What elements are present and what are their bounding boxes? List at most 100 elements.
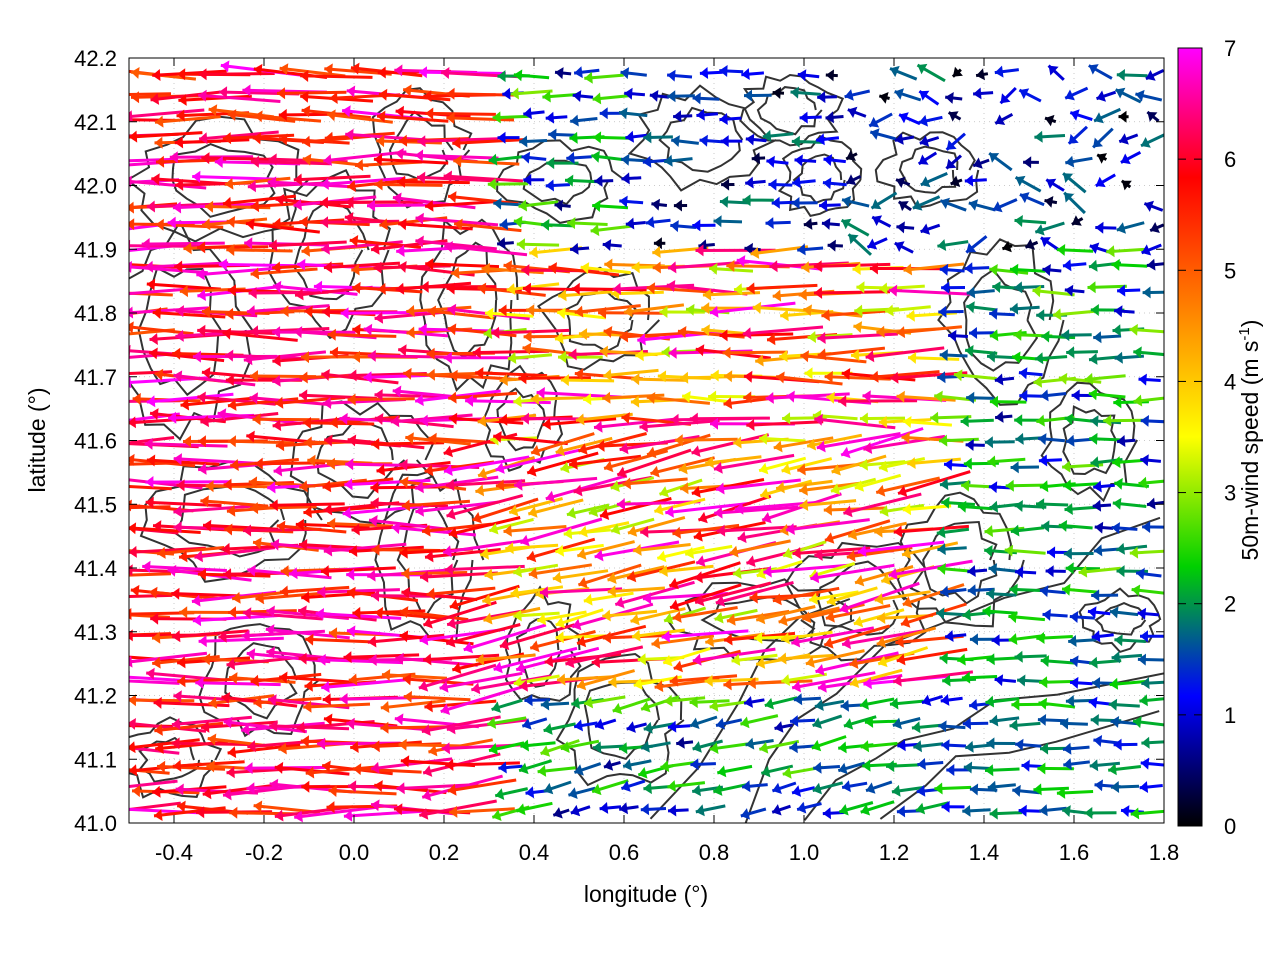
wind-arrow-head bbox=[695, 244, 704, 257]
wind-arrow-head bbox=[699, 134, 708, 147]
wind-arrow-head bbox=[824, 637, 834, 649]
wind-arrow-shaft bbox=[769, 261, 849, 269]
wind-arrow-head bbox=[167, 564, 177, 577]
wind-arrow-shaft bbox=[472, 497, 539, 522]
wind-arrow bbox=[799, 481, 860, 496]
wind-arrow-head bbox=[427, 305, 437, 318]
wind-arrow bbox=[837, 761, 866, 775]
wind-arrow-head bbox=[643, 782, 652, 795]
wind-arrow bbox=[751, 152, 766, 165]
wind-arrow-head bbox=[1063, 173, 1074, 183]
wind-arrow-head bbox=[670, 220, 679, 233]
wind-arrow-head bbox=[513, 216, 523, 228]
wind-arrow-shaft bbox=[583, 591, 634, 603]
wind-arrow-head bbox=[765, 217, 774, 229]
wind-arrow bbox=[859, 458, 906, 471]
wind-arrow bbox=[764, 696, 798, 710]
wind-arrow bbox=[989, 714, 1020, 727]
wind-arrow-head bbox=[965, 345, 974, 357]
wind-arrow-shaft bbox=[253, 114, 322, 123]
wind-arrow-head bbox=[772, 804, 782, 816]
wind-arrow bbox=[1111, 651, 1143, 664]
wind-arrow-head bbox=[352, 763, 362, 776]
wind-arrow-head bbox=[418, 680, 429, 692]
wind-arrow bbox=[1113, 305, 1135, 318]
wind-arrow-shaft bbox=[853, 608, 905, 626]
wind-arrow-head bbox=[646, 282, 656, 295]
wind-arrow bbox=[774, 721, 793, 733]
wind-arrow-shaft bbox=[129, 746, 180, 755]
wind-arrow-head bbox=[667, 69, 676, 82]
wind-arrow bbox=[805, 649, 865, 668]
wind-arrow bbox=[879, 282, 925, 295]
wind-arrow-head bbox=[444, 563, 453, 576]
wind-arrow-head bbox=[1089, 432, 1098, 445]
wind-arrow-head bbox=[419, 808, 429, 820]
wind-arrow bbox=[745, 737, 774, 750]
wind-arrow-head bbox=[851, 349, 860, 361]
wind-arrow-head bbox=[768, 178, 777, 191]
wind-arrow-head bbox=[557, 673, 566, 686]
wind-arrow bbox=[543, 780, 572, 795]
wind-arrow-head bbox=[799, 483, 808, 496]
wind-arrow-head bbox=[392, 192, 402, 205]
wind-arrow bbox=[840, 218, 870, 237]
wind-arrow-shaft bbox=[129, 436, 175, 445]
wind-arrow-shaft bbox=[154, 721, 224, 733]
wind-arrow-head bbox=[859, 412, 868, 425]
wind-arrow-head bbox=[881, 573, 891, 585]
wind-arrow-head bbox=[177, 68, 186, 81]
wind-arrow bbox=[129, 655, 180, 663]
wind-arrow-head bbox=[1116, 565, 1125, 578]
wind-arrow bbox=[250, 155, 331, 168]
x-tick-label: 0.6 bbox=[609, 840, 640, 865]
wind-arrow-head bbox=[701, 302, 710, 315]
wind-arrow-head bbox=[293, 173, 302, 186]
wind-arrow-head bbox=[268, 694, 277, 707]
wind-arrow-head bbox=[322, 760, 331, 773]
wind-arrow-head bbox=[762, 129, 772, 142]
wind-arrow-head bbox=[810, 571, 820, 584]
wind-arrow-shaft bbox=[195, 681, 281, 687]
wind-arrow bbox=[590, 224, 632, 237]
wind-arrow-head bbox=[439, 680, 449, 693]
wind-arrow-head bbox=[1140, 757, 1150, 770]
wind-arrow bbox=[826, 586, 878, 607]
wind-arrow-head bbox=[225, 349, 234, 362]
wind-arrow-shaft bbox=[713, 453, 795, 471]
wind-arrow bbox=[992, 198, 1018, 213]
wind-arrow bbox=[171, 629, 249, 643]
wind-arrow bbox=[1005, 479, 1045, 492]
wind-arrow-head bbox=[197, 568, 207, 581]
wind-arrow-shaft bbox=[857, 540, 945, 554]
wind-arrow-head bbox=[298, 605, 307, 618]
wind-arrow-shaft bbox=[803, 307, 863, 318]
wind-arrow bbox=[792, 546, 871, 559]
wind-arrow-head bbox=[637, 653, 646, 666]
wind-arrow-head bbox=[842, 780, 851, 793]
wind-arrow-head bbox=[635, 349, 644, 362]
wind-arrow bbox=[1146, 110, 1160, 123]
wind-arrow-shaft bbox=[672, 523, 740, 536]
wind-arrow-shaft bbox=[129, 801, 181, 812]
wind-arrow-head bbox=[1131, 584, 1141, 597]
wind-arrow bbox=[321, 678, 408, 693]
wind-arrow-head bbox=[724, 633, 733, 646]
wind-arrow bbox=[1019, 389, 1044, 402]
wind-arrow-shaft bbox=[778, 653, 834, 661]
wind-arrow-shaft bbox=[129, 485, 172, 491]
wind-arrow-head bbox=[612, 702, 623, 715]
wind-arrow bbox=[1093, 480, 1115, 493]
wind-arrow-head bbox=[524, 694, 533, 707]
wind-arrow-head bbox=[343, 809, 353, 822]
wind-arrow-head bbox=[965, 439, 974, 451]
wind-arrow-head bbox=[895, 635, 904, 648]
wind-arrow bbox=[934, 782, 972, 795]
wind-arrow bbox=[988, 563, 1018, 575]
wind-arrow-head bbox=[394, 64, 403, 77]
wind-arrow bbox=[573, 475, 653, 497]
wind-arrow-head bbox=[103, 608, 111, 620]
wind-arrow bbox=[1146, 497, 1164, 510]
wind-arrow-shaft bbox=[424, 548, 501, 559]
wind-arrow-head bbox=[542, 90, 551, 103]
